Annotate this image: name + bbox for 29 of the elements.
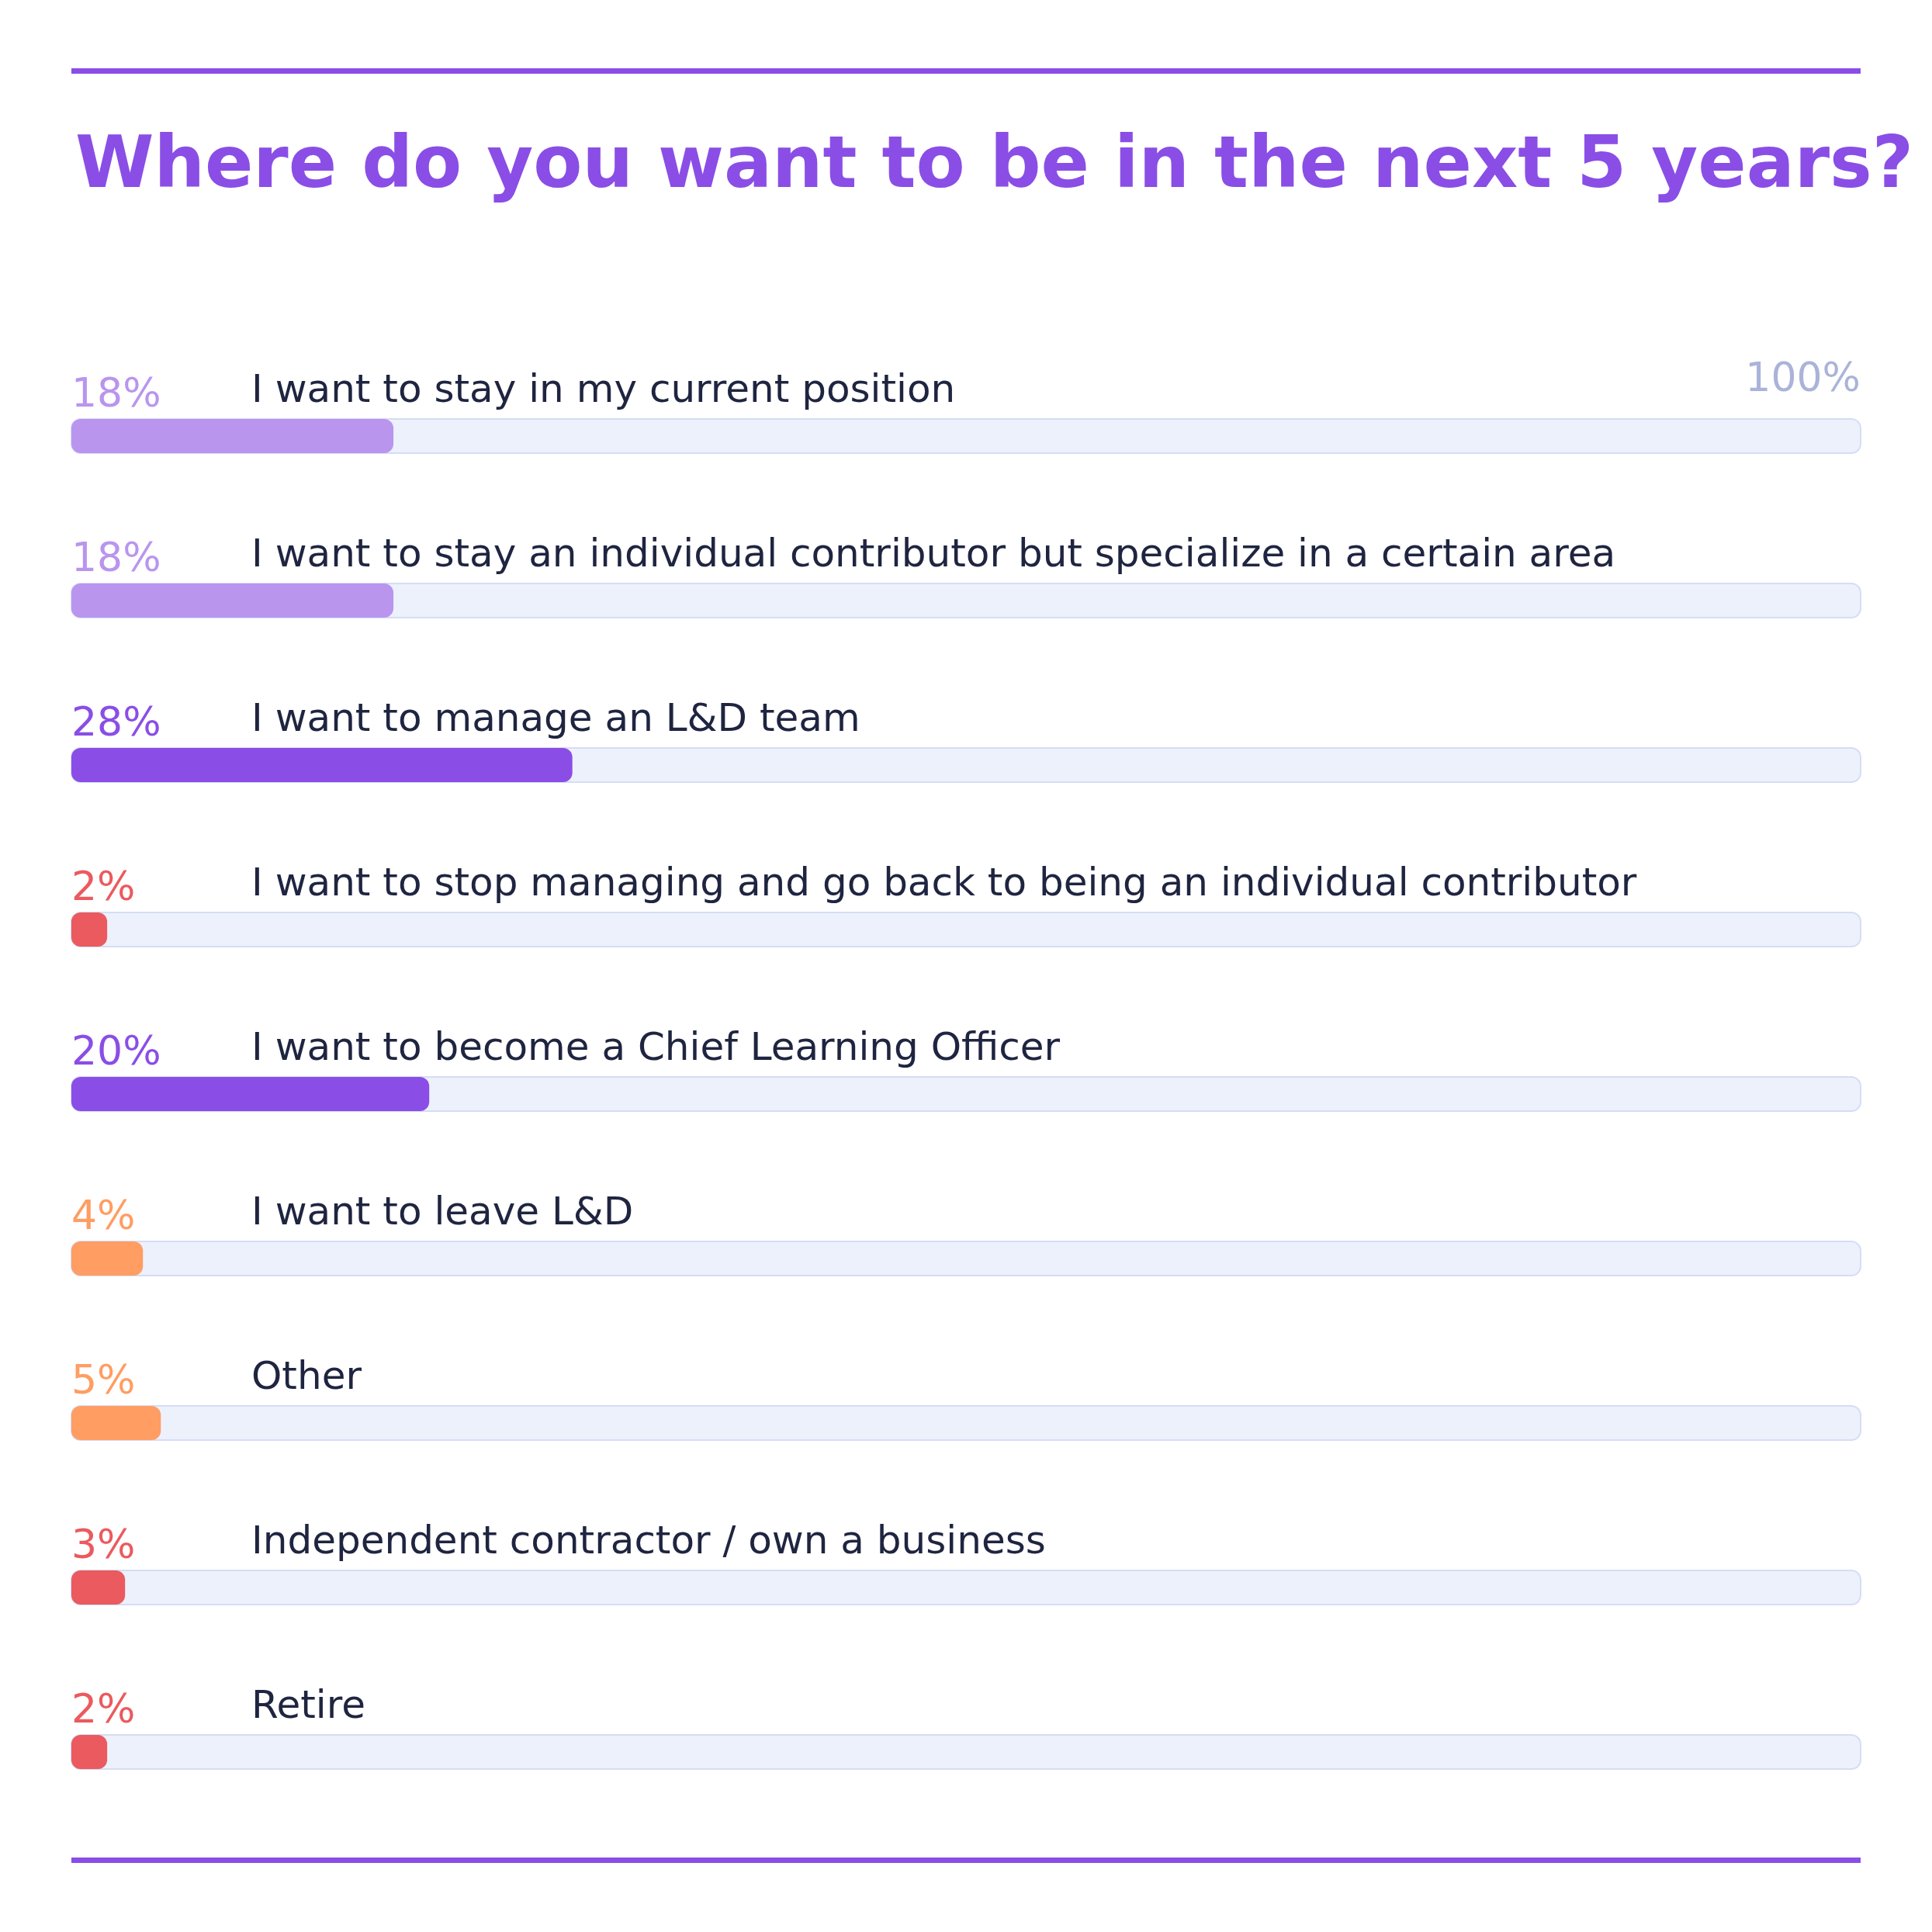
y-tick-label: Other — [251, 1353, 362, 1398]
y-tick-label: I want to stay in my current position — [251, 366, 956, 411]
annotation: 100% — [1745, 354, 1861, 400]
data-label: 4% — [71, 1192, 136, 1238]
bar — [71, 748, 573, 782]
data-label: 5% — [71, 1356, 136, 1403]
data-label: 20% — [71, 1027, 161, 1074]
data-label: 28% — [71, 698, 161, 745]
data-label: 2% — [71, 1685, 136, 1732]
y-tick-label: I want to stop managing and go back to being an individual contributor — [251, 860, 1637, 905]
bar — [71, 1241, 144, 1276]
bar — [71, 1077, 430, 1111]
bar — [71, 419, 394, 453]
bar — [71, 1735, 108, 1769]
bar — [71, 1570, 126, 1605]
bar — [71, 583, 394, 618]
y-tick-label: I want to leave L&D — [251, 1189, 634, 1234]
data-label: 18% — [71, 534, 161, 580]
data-label: 2% — [71, 863, 136, 909]
data-label: 3% — [71, 1521, 136, 1567]
y-tick-label: I want to manage an L&D team — [251, 695, 860, 740]
bar — [71, 912, 108, 947]
y-tick-label: Retire — [251, 1682, 365, 1727]
y-tick-label: I want to stay an individual contributor but specialize in a certain area — [251, 531, 1616, 576]
y-tick-label: Independent contractor / own a business — [251, 1518, 1046, 1563]
chart-title: Where do you want to be in the next 5 years? — [75, 120, 1914, 204]
y-tick-label: I want to become a Chief Learning Officer — [251, 1024, 1061, 1069]
bar — [71, 1406, 161, 1440]
data-label: 18% — [71, 369, 161, 416]
